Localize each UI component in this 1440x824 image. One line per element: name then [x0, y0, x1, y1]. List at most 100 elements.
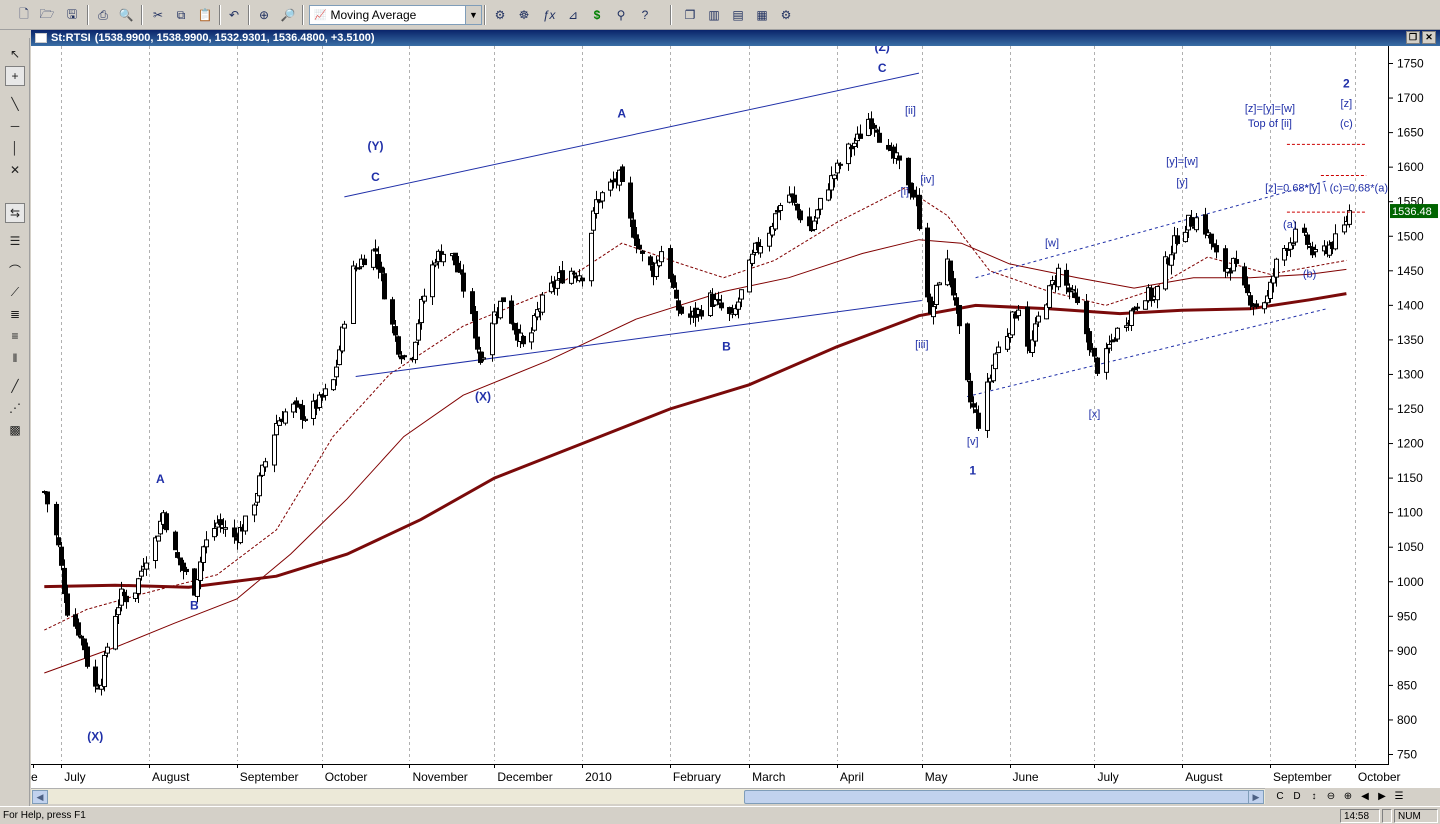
- fib-retrace-tool-icon[interactable]: ≡: [11, 329, 19, 343]
- candle-body: [1163, 256, 1168, 290]
- candle-body: [659, 251, 664, 263]
- candle-body: [815, 209, 820, 219]
- channel-tool-icon[interactable]: ⇆: [5, 203, 25, 223]
- gann-fan-tool-icon[interactable]: ⋰: [9, 401, 21, 415]
- candle-body: [594, 199, 599, 214]
- moving-average-line: [44, 187, 1347, 631]
- indicator-select[interactable]: 📈 Moving Average ▼: [309, 5, 482, 25]
- text-tool-icon[interactable]: ✕: [9, 163, 21, 177]
- dollar-icon[interactable]: $: [593, 8, 601, 22]
- candle-body: [798, 210, 803, 221]
- candle-body: [59, 546, 64, 566]
- crosshair-tool-icon[interactable]: +: [5, 66, 25, 86]
- chart-window-titlebar[interactable]: St:RTSI (1538.9900, 1538.9900, 1532.9301…: [31, 30, 1440, 46]
- x-tick-label: July: [64, 770, 85, 784]
- window-tile-vertical-icon[interactable]: ▥: [708, 8, 720, 22]
- function-icon[interactable]: ƒx: [542, 8, 556, 22]
- window-arrange-icon[interactable]: ▦: [756, 8, 768, 22]
- candle-body: [1169, 254, 1174, 266]
- wave-label: [x]: [1089, 408, 1101, 420]
- candle-body: [1189, 217, 1194, 227]
- cut-icon[interactable]: ✂: [152, 8, 164, 22]
- fan-tool-icon[interactable]: ⟋: [10, 284, 20, 299]
- fibonacci-tool-icon[interactable]: ☰: [9, 234, 21, 248]
- help-icon[interactable]: ?: [641, 8, 649, 22]
- wave-label: (a): [1283, 219, 1296, 231]
- price-chart[interactable]: (X) A B C (Y) (X) A B C (Z) [ii] [i] [iv] [iii] [v] 1 [w…: [31, 40, 1440, 788]
- nav-button[interactable]: ↕: [1311, 790, 1317, 802]
- candle-body: [648, 256, 653, 266]
- candle-body: [968, 380, 973, 403]
- scroll-right-icon[interactable]: ▶: [1248, 790, 1264, 804]
- horizontal-scrollbar[interactable]: ◀ ▶: [31, 788, 1265, 804]
- x-tick-label: e: [31, 770, 38, 784]
- candle-body: [102, 654, 107, 688]
- candle-body: [996, 346, 1001, 354]
- wave-label: [ii]: [905, 105, 916, 117]
- binoculars-icon[interactable]: ⚲: [616, 8, 626, 22]
- candle-body: [858, 133, 863, 139]
- candle-body: [379, 266, 384, 273]
- candle-body: [382, 273, 387, 300]
- candle-body: [393, 326, 398, 336]
- scroll-thumb[interactable]: [744, 790, 1260, 804]
- crosshair-icon[interactable]: ⊕: [258, 8, 270, 22]
- window-tile-horizontal-icon[interactable]: ▤: [732, 8, 744, 22]
- nav-button[interactable]: ⊕: [1343, 790, 1353, 802]
- nav-button[interactable]: ▶: [1378, 790, 1386, 802]
- new-file-icon[interactable]: 🗋: [19, 6, 29, 21]
- trendline-tool-icon[interactable]: ╲: [11, 97, 19, 111]
- candle-body: [747, 259, 752, 293]
- nav-button[interactable]: ☰: [1394, 790, 1404, 802]
- nav-button[interactable]: D: [1293, 790, 1301, 802]
- chart-tools-icon[interactable]: ⊿: [567, 8, 579, 22]
- nav-button[interactable]: ◀: [1361, 790, 1369, 802]
- candle-body: [1129, 310, 1134, 326]
- expert-icon[interactable]: ☸: [518, 8, 530, 22]
- candle-body: [473, 311, 478, 339]
- candle-body: [362, 258, 367, 266]
- candle-body: [136, 578, 141, 594]
- nav-button[interactable]: ⊖: [1326, 790, 1336, 802]
- x-tick-label: July: [1097, 770, 1118, 784]
- candle-body: [300, 405, 305, 420]
- undo-icon[interactable]: ↶: [228, 8, 240, 22]
- candle-body: [1095, 357, 1100, 374]
- settings-icon[interactable]: ⚙: [780, 8, 792, 22]
- fib-ext-tool-icon[interactable]: ≣: [9, 307, 21, 321]
- chevron-down-icon[interactable]: ▼: [465, 6, 481, 24]
- print-preview-icon[interactable]: 🔍: [118, 8, 134, 22]
- candle-body: [1268, 281, 1273, 300]
- nav-button[interactable]: C: [1276, 790, 1284, 802]
- wave-label: (b): [1303, 269, 1316, 281]
- time-zone-tool-icon[interactable]: ‖: [12, 351, 18, 365]
- grid-tool-icon[interactable]: ▩: [9, 423, 21, 437]
- print-icon[interactable]: ⎙: [98, 7, 108, 22]
- scroll-left-icon[interactable]: ◀: [32, 790, 48, 804]
- y-tick-label: 800: [1397, 713, 1417, 727]
- y-tick-label: 850: [1397, 678, 1417, 692]
- vertical-line-tool-icon[interactable]: │: [11, 141, 19, 155]
- open-folder-icon[interactable]: 🗁: [39, 6, 55, 21]
- save-icon[interactable]: 🖫: [66, 6, 78, 21]
- line-tool-icon[interactable]: ╱: [11, 379, 19, 393]
- candle-body: [807, 216, 812, 227]
- paste-icon[interactable]: 📋: [197, 8, 213, 22]
- candle-body: [1265, 295, 1270, 304]
- indicator-icon[interactable]: ⚙: [494, 8, 506, 22]
- close-icon[interactable]: ✕: [1422, 31, 1436, 44]
- last-price-label: 1536.48: [1392, 206, 1432, 218]
- pointer-icon[interactable]: ↖: [9, 47, 21, 61]
- candle-body: [911, 189, 916, 198]
- candle-body: [906, 157, 911, 186]
- copy-icon[interactable]: ⧉: [176, 7, 186, 22]
- candle-body: [795, 203, 800, 211]
- window-cascade-icon[interactable]: ❐: [684, 8, 696, 22]
- restore-icon[interactable]: ❐: [1406, 31, 1420, 44]
- chart-area[interactable]: (X) A B C (Y) (X) A B C (Z) [ii] [i] [iv] [iii] [v] 1 [w…: [31, 40, 1440, 788]
- zoom-icon[interactable]: 🔎: [280, 8, 296, 22]
- arc-tool-icon[interactable]: ⌒: [8, 263, 21, 278]
- candle-body: [156, 535, 161, 542]
- horizontal-line-tool-icon[interactable]: ─: [10, 119, 20, 133]
- candle-body: [399, 355, 404, 360]
